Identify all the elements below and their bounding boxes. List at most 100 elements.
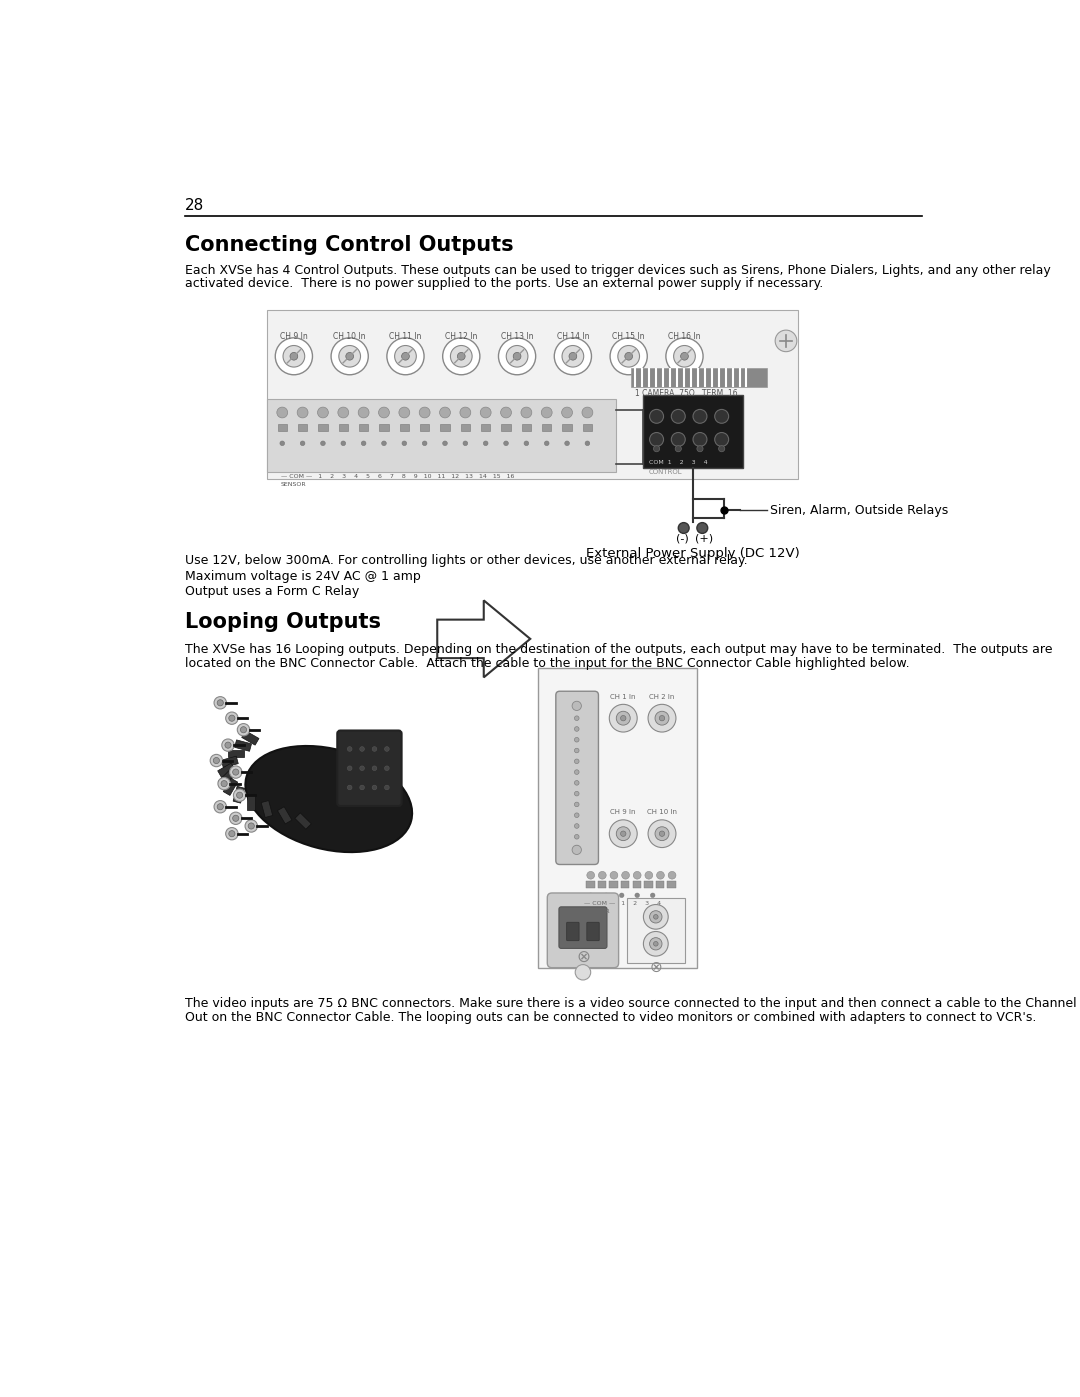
Bar xyxy=(627,898,685,963)
Circle shape xyxy=(618,345,639,367)
Circle shape xyxy=(346,352,353,360)
Circle shape xyxy=(575,770,579,774)
Circle shape xyxy=(348,766,352,771)
Bar xyxy=(319,425,327,432)
Circle shape xyxy=(617,711,631,725)
Circle shape xyxy=(359,407,369,418)
Circle shape xyxy=(233,789,246,802)
Circle shape xyxy=(225,742,231,749)
Circle shape xyxy=(575,781,579,785)
Circle shape xyxy=(348,746,352,752)
Text: located on the BNC Connector Cable.  Attach the cable to the input for the BNC C: located on the BNC Connector Cable. Atta… xyxy=(186,657,910,669)
Circle shape xyxy=(276,407,287,418)
Text: CH 10 In: CH 10 In xyxy=(334,332,366,341)
Text: CH 16 In: CH 16 In xyxy=(669,332,701,341)
Circle shape xyxy=(697,522,707,534)
Circle shape xyxy=(693,409,707,423)
Text: CH 9 In: CH 9 In xyxy=(610,809,636,816)
Circle shape xyxy=(229,715,235,721)
Circle shape xyxy=(575,738,579,742)
Circle shape xyxy=(562,407,572,418)
Circle shape xyxy=(237,792,243,798)
Circle shape xyxy=(422,441,427,446)
Text: CH 15 In: CH 15 In xyxy=(612,332,645,341)
Circle shape xyxy=(241,726,246,733)
Circle shape xyxy=(213,757,219,764)
Circle shape xyxy=(379,407,390,418)
Bar xyxy=(278,806,292,824)
Text: CH 10 In: CH 10 In xyxy=(647,809,677,816)
Text: — COM —   1    2    3    4    5    6    7    8    9   10   11   12   13   14   1: — COM — 1 2 3 4 5 6 7 8 9 10 11 12 13 14… xyxy=(281,474,514,479)
Circle shape xyxy=(675,446,681,451)
Bar xyxy=(563,425,571,432)
Circle shape xyxy=(230,812,242,824)
Circle shape xyxy=(402,352,409,360)
Text: (+): (+) xyxy=(694,534,713,543)
Circle shape xyxy=(604,893,608,898)
Text: — COM —   1    2    3    4: — COM — 1 2 3 4 xyxy=(584,901,662,905)
Circle shape xyxy=(633,872,642,879)
Circle shape xyxy=(226,827,238,840)
Circle shape xyxy=(586,872,595,879)
Circle shape xyxy=(576,964,591,979)
Circle shape xyxy=(562,345,583,367)
Circle shape xyxy=(360,746,364,752)
Circle shape xyxy=(232,816,239,821)
FancyBboxPatch shape xyxy=(548,893,619,968)
Circle shape xyxy=(384,766,389,771)
Bar xyxy=(633,882,642,887)
Circle shape xyxy=(541,407,552,418)
Text: Connecting Control Outputs: Connecting Control Outputs xyxy=(186,235,514,254)
Bar xyxy=(522,425,531,432)
Circle shape xyxy=(443,338,480,374)
Circle shape xyxy=(221,739,234,752)
Circle shape xyxy=(575,824,579,828)
Circle shape xyxy=(575,715,579,721)
Circle shape xyxy=(589,893,593,898)
Circle shape xyxy=(226,712,238,725)
Text: activated device.  There is no power supplied to the ports. Use an external powe: activated device. There is no power supp… xyxy=(186,277,824,291)
Text: ⊗: ⊗ xyxy=(576,949,590,965)
Bar xyxy=(441,425,449,432)
Circle shape xyxy=(653,915,658,919)
Bar xyxy=(667,882,676,887)
Circle shape xyxy=(360,766,364,771)
Bar xyxy=(400,425,409,432)
Circle shape xyxy=(440,407,450,418)
Circle shape xyxy=(669,872,676,879)
Circle shape xyxy=(348,785,352,789)
Text: Siren, Alarm, Outside Relays: Siren, Alarm, Outside Relays xyxy=(770,504,948,517)
Circle shape xyxy=(697,446,703,451)
Circle shape xyxy=(656,711,669,725)
Bar xyxy=(583,425,592,432)
Circle shape xyxy=(507,345,528,367)
Circle shape xyxy=(503,441,509,446)
Circle shape xyxy=(217,803,224,810)
Circle shape xyxy=(645,872,652,879)
Bar xyxy=(656,882,664,887)
Circle shape xyxy=(693,433,707,447)
Circle shape xyxy=(649,911,662,923)
Circle shape xyxy=(297,407,308,418)
Circle shape xyxy=(384,746,389,752)
Circle shape xyxy=(575,834,579,840)
Text: (-): (-) xyxy=(676,534,689,543)
Circle shape xyxy=(362,441,366,446)
Circle shape xyxy=(387,338,424,374)
Text: CH 1 In: CH 1 In xyxy=(610,694,636,700)
Text: SENSOR: SENSOR xyxy=(584,909,610,914)
Circle shape xyxy=(481,407,491,418)
Circle shape xyxy=(232,768,239,775)
Circle shape xyxy=(619,893,624,898)
Circle shape xyxy=(674,345,696,367)
Text: CH 9 In: CH 9 In xyxy=(280,332,308,341)
Circle shape xyxy=(598,872,606,879)
Circle shape xyxy=(569,352,577,360)
Text: SENSOR: SENSOR xyxy=(281,482,307,486)
Bar xyxy=(228,750,243,757)
Bar xyxy=(298,425,307,432)
Text: Looping Outputs: Looping Outputs xyxy=(186,612,381,631)
Circle shape xyxy=(221,781,227,787)
Bar xyxy=(247,795,255,810)
Circle shape xyxy=(321,441,325,446)
